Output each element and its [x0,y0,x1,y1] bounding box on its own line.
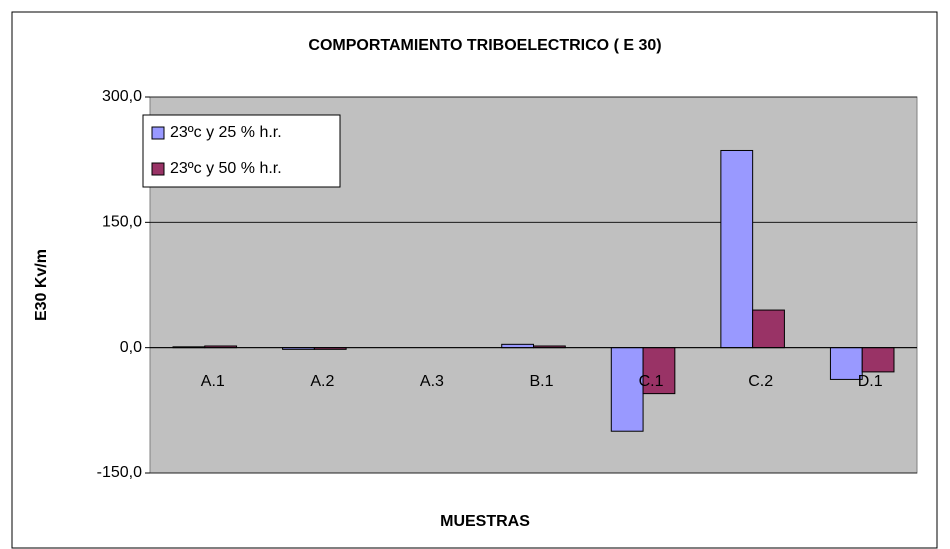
y-tick-label: 300,0 [102,88,142,105]
y-tick-label: 0,0 [120,339,142,356]
legend-box [142,114,341,188]
bar [861,347,895,373]
y-tick-label: 150,0 [102,214,142,231]
legend-label: 23ºc y 50 % h.r. [170,160,282,177]
bar [752,309,785,349]
legend-label: 23ºc y 25 % h.r. [170,124,282,141]
y-axis-label: E30 Kv/m [33,249,50,321]
legend-swatch [151,126,165,140]
bar [720,149,754,349]
x-tick-label: C.2 [748,373,773,390]
bar [501,343,534,349]
x-tick-label: A.2 [310,373,334,390]
legend-swatch [151,162,165,176]
x-tick-label: A.1 [201,373,225,390]
bar [642,347,676,395]
x-axis-label: MUESTRAS [440,513,530,530]
x-tick-label: C.1 [639,373,664,390]
y-tick-label: -150,0 [97,464,142,481]
x-tick-label: B.1 [529,373,553,390]
x-tick-label: D.1 [858,373,883,390]
x-tick-label: A.3 [420,373,444,390]
bar [829,347,863,380]
chart-title: COMPORTAMIENTO TRIBOELECTRICO ( E 30) [308,37,661,54]
